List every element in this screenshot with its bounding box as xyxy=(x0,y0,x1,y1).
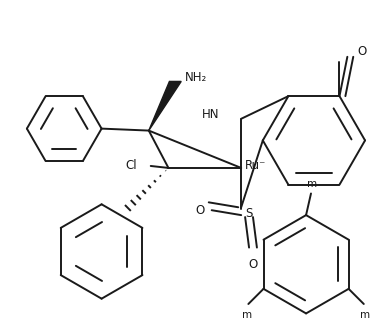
Text: O: O xyxy=(248,258,258,271)
Text: m: m xyxy=(307,178,317,189)
Text: m: m xyxy=(360,310,370,320)
Text: Cl: Cl xyxy=(125,159,137,173)
Text: O: O xyxy=(196,204,205,217)
Text: NH₂: NH₂ xyxy=(185,71,208,84)
Polygon shape xyxy=(149,81,181,131)
Text: S: S xyxy=(245,207,253,220)
Text: Ru⁻: Ru⁻ xyxy=(245,159,267,173)
Text: m: m xyxy=(242,310,252,320)
Text: HN: HN xyxy=(202,108,220,121)
Text: O: O xyxy=(357,45,366,58)
